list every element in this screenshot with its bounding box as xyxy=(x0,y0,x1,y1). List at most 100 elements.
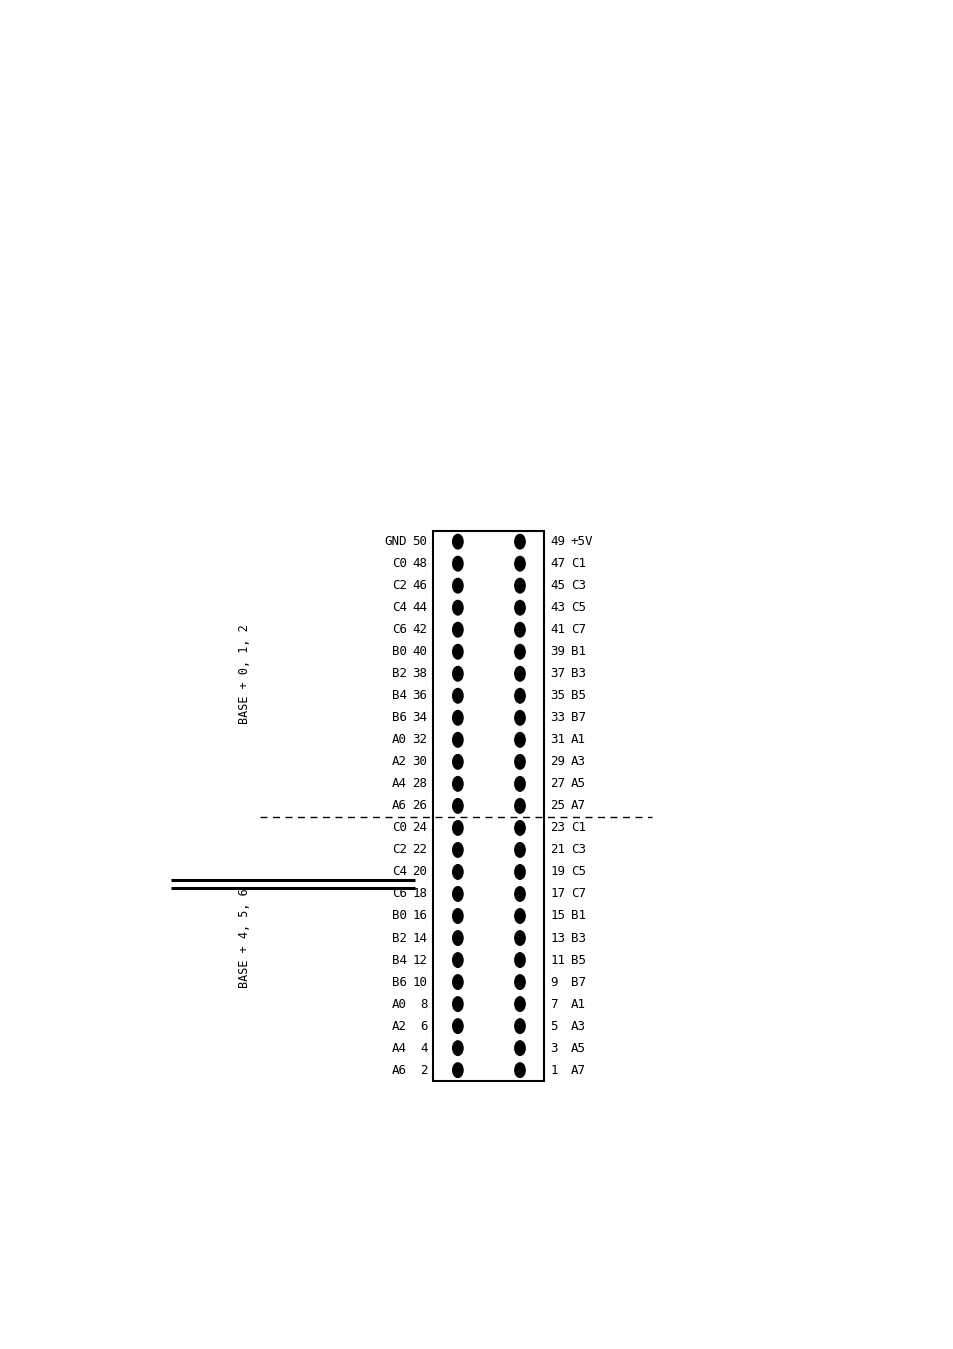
Text: C6: C6 xyxy=(392,888,406,901)
Text: 41: 41 xyxy=(550,623,565,637)
Text: A6: A6 xyxy=(392,1063,406,1077)
Text: B6: B6 xyxy=(392,975,406,989)
Text: B3: B3 xyxy=(571,932,585,944)
Text: 46: 46 xyxy=(412,579,427,592)
Text: 4: 4 xyxy=(419,1041,427,1055)
Circle shape xyxy=(515,600,524,615)
Circle shape xyxy=(453,1063,462,1078)
Text: 21: 21 xyxy=(550,843,565,857)
Text: C0: C0 xyxy=(392,557,406,571)
Circle shape xyxy=(515,1018,524,1033)
Text: 10: 10 xyxy=(412,975,427,989)
Text: B1: B1 xyxy=(571,909,585,923)
Text: 49: 49 xyxy=(550,536,565,548)
Circle shape xyxy=(515,579,524,594)
Text: BASE + 4, 5, 6: BASE + 4, 5, 6 xyxy=(238,888,252,987)
Text: 25: 25 xyxy=(550,800,565,812)
Text: 5: 5 xyxy=(550,1020,558,1032)
Text: A4: A4 xyxy=(392,777,406,791)
Text: 39: 39 xyxy=(550,645,565,658)
Text: 31: 31 xyxy=(550,734,565,746)
Text: A5: A5 xyxy=(571,777,585,791)
Circle shape xyxy=(453,711,462,724)
Text: 50: 50 xyxy=(412,536,427,548)
Text: 44: 44 xyxy=(412,602,427,614)
Text: 35: 35 xyxy=(550,689,565,703)
Circle shape xyxy=(515,645,524,660)
Text: A1: A1 xyxy=(571,734,585,746)
Circle shape xyxy=(515,711,524,724)
Text: 20: 20 xyxy=(412,866,427,878)
Text: 27: 27 xyxy=(550,777,565,791)
Text: C3: C3 xyxy=(571,579,585,592)
Text: 28: 28 xyxy=(412,777,427,791)
Text: 7: 7 xyxy=(550,997,558,1010)
Circle shape xyxy=(453,865,462,880)
Text: 22: 22 xyxy=(412,843,427,857)
Text: C5: C5 xyxy=(571,866,585,878)
Text: B0: B0 xyxy=(392,909,406,923)
Circle shape xyxy=(453,843,462,857)
Circle shape xyxy=(515,931,524,946)
Text: 42: 42 xyxy=(412,623,427,637)
Text: C4: C4 xyxy=(392,602,406,614)
Text: 38: 38 xyxy=(412,668,427,680)
Text: 29: 29 xyxy=(550,755,565,769)
Circle shape xyxy=(453,799,462,813)
Circle shape xyxy=(515,843,524,857)
Circle shape xyxy=(453,666,462,681)
Text: 47: 47 xyxy=(550,557,565,571)
Text: 2: 2 xyxy=(419,1063,427,1077)
Text: 17: 17 xyxy=(550,888,565,901)
Text: B1: B1 xyxy=(571,645,585,658)
Text: A2: A2 xyxy=(392,1020,406,1032)
Text: 24: 24 xyxy=(412,822,427,835)
Text: C5: C5 xyxy=(571,602,585,614)
Text: 43: 43 xyxy=(550,602,565,614)
Text: A3: A3 xyxy=(571,755,585,769)
Text: B5: B5 xyxy=(571,954,585,966)
Text: 9: 9 xyxy=(550,975,558,989)
Circle shape xyxy=(453,733,462,747)
Circle shape xyxy=(515,556,524,571)
Text: 6: 6 xyxy=(419,1020,427,1032)
Text: B3: B3 xyxy=(571,668,585,680)
Circle shape xyxy=(453,820,462,835)
Text: 3: 3 xyxy=(550,1041,558,1055)
Text: 11: 11 xyxy=(550,954,565,966)
Text: C3: C3 xyxy=(571,843,585,857)
Text: C2: C2 xyxy=(392,843,406,857)
Circle shape xyxy=(453,952,462,967)
Circle shape xyxy=(515,799,524,813)
Circle shape xyxy=(515,886,524,901)
Circle shape xyxy=(453,1041,462,1055)
Text: A5: A5 xyxy=(571,1041,585,1055)
Circle shape xyxy=(453,1018,462,1033)
Circle shape xyxy=(515,688,524,703)
Circle shape xyxy=(453,534,462,549)
Circle shape xyxy=(515,820,524,835)
Text: 15: 15 xyxy=(550,909,565,923)
Circle shape xyxy=(515,975,524,989)
Text: BASE + 0, 1, 2: BASE + 0, 1, 2 xyxy=(238,623,252,723)
Text: A1: A1 xyxy=(571,997,585,1010)
Text: C6: C6 xyxy=(392,623,406,637)
Circle shape xyxy=(453,645,462,660)
Text: C7: C7 xyxy=(571,623,585,637)
Text: B7: B7 xyxy=(571,711,585,724)
Text: B2: B2 xyxy=(392,668,406,680)
Circle shape xyxy=(453,754,462,769)
Circle shape xyxy=(515,534,524,549)
Text: 13: 13 xyxy=(550,932,565,944)
Text: 40: 40 xyxy=(412,645,427,658)
Text: C2: C2 xyxy=(392,579,406,592)
Text: B7: B7 xyxy=(571,975,585,989)
Text: 33: 33 xyxy=(550,711,565,724)
Circle shape xyxy=(453,997,462,1012)
Text: A7: A7 xyxy=(571,1063,585,1077)
Circle shape xyxy=(515,622,524,637)
Text: B5: B5 xyxy=(571,689,585,703)
Text: 1: 1 xyxy=(550,1063,558,1077)
Text: A2: A2 xyxy=(392,755,406,769)
Text: A0: A0 xyxy=(392,734,406,746)
